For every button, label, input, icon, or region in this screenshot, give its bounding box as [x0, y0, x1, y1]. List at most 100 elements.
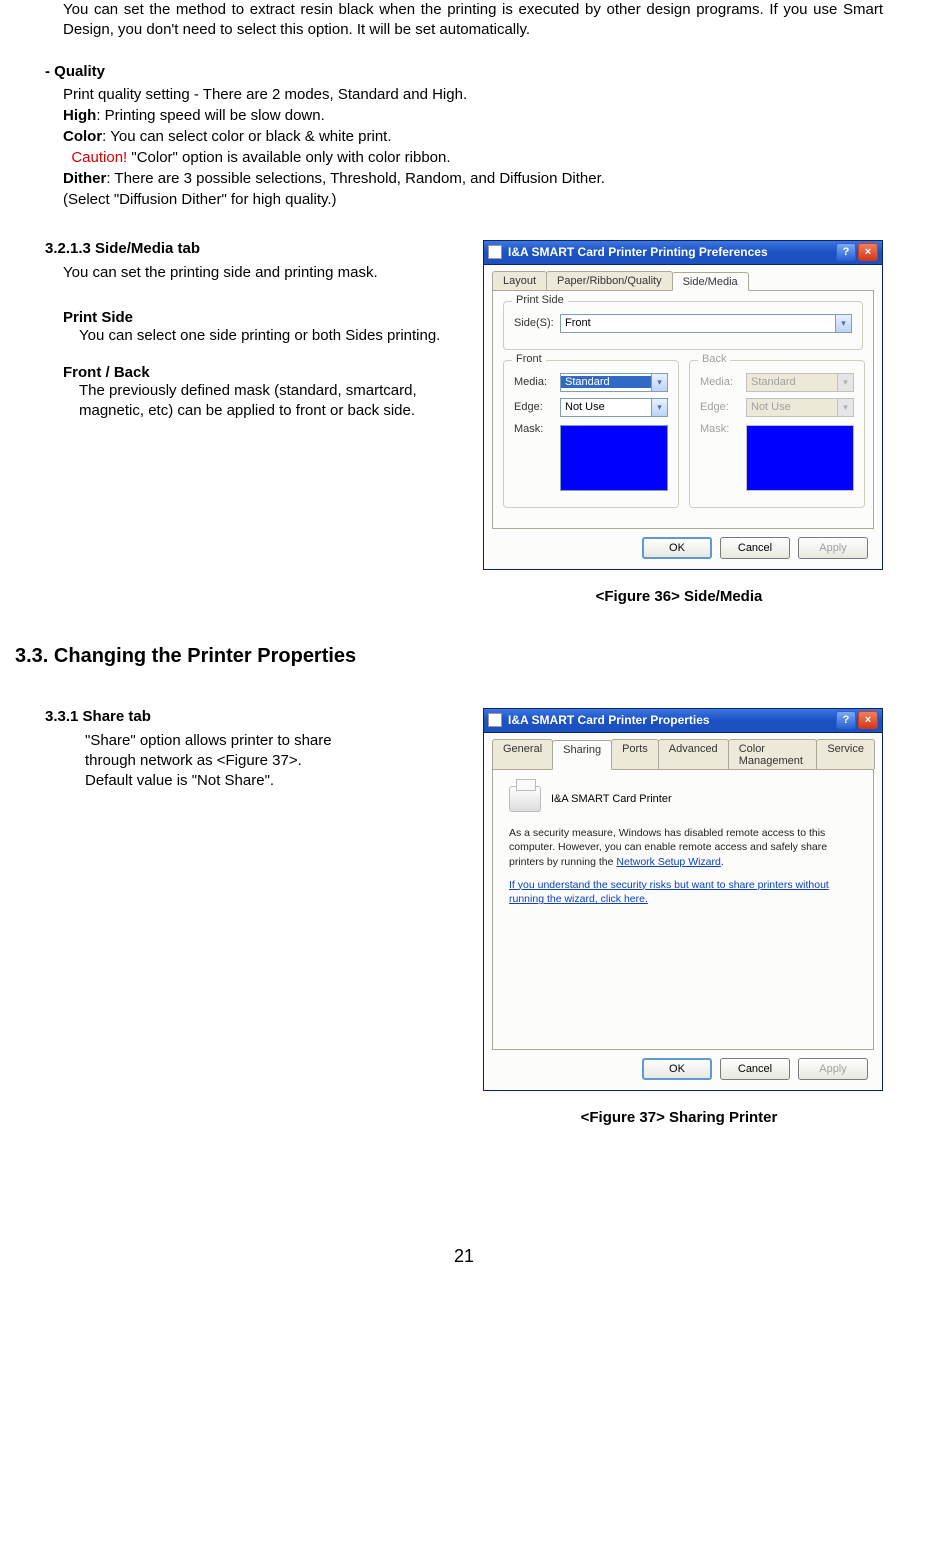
sharetab-line3: Default value is "Not Share". — [85, 772, 274, 789]
tab-service[interactable]: Service — [816, 739, 875, 769]
back-media-value: Standard — [747, 376, 837, 388]
dialog1-title: I&A SMART Card Printer Printing Preferen… — [508, 245, 834, 259]
dialog2-tabpage: I&A SMART Card Printer As a security mea… — [492, 770, 874, 1050]
printer-icon — [509, 786, 541, 812]
side-combo[interactable]: Front ▾ — [560, 314, 852, 333]
frontback-desc: The previously defined mask (standard, s… — [79, 381, 463, 422]
front-mask-label: Mask: — [514, 423, 560, 435]
sharetab-text-col: 3.3.1 Share tab "Share" option allows pr… — [45, 708, 463, 1091]
front-media-label: Media: — [514, 376, 560, 388]
back-media-label: Media: — [700, 376, 746, 388]
quality-caution: Caution! "Color" option is available onl… — [63, 147, 883, 168]
group-print-side: Print Side Side(S): Front ▾ — [503, 301, 863, 350]
tab-side-media[interactable]: Side/Media — [672, 272, 749, 291]
quality-line1: Print quality setting - There are 2 mode… — [63, 84, 883, 105]
chevron-down-icon: ▾ — [837, 374, 853, 391]
close-button[interactable]: × — [858, 243, 878, 261]
back-mask-preview — [746, 425, 854, 491]
back-edge-value: Not Use — [747, 401, 837, 413]
help-button[interactable]: ? — [836, 711, 856, 729]
printer-name-row: I&A SMART Card Printer — [509, 786, 863, 812]
quality-dither-label: Dither — [63, 170, 106, 187]
back-edge-label: Edge: — [700, 401, 746, 413]
sharetab-heading: 3.3.1 Share tab — [45, 708, 463, 725]
cancel-button[interactable]: Cancel — [720, 537, 790, 559]
group-front: Front Media: Standard ▾ Edge: — [503, 360, 679, 508]
group-front-label: Front — [512, 353, 546, 365]
printer-name-text: I&A SMART Card Printer — [551, 793, 672, 805]
front-media-value: Standard — [561, 376, 651, 388]
printside-desc: You can select one side printing or both… — [79, 326, 463, 346]
dialog2-button-row: OK Cancel Apply — [492, 1050, 874, 1082]
side-combo-value: Front — [561, 317, 835, 329]
close-button[interactable]: × — [858, 711, 878, 729]
chevron-down-icon: ▾ — [837, 399, 853, 416]
sharing-info-para2: If you understand the security risks but… — [509, 878, 857, 907]
cancel-button[interactable]: Cancel — [720, 1058, 790, 1080]
printer-icon — [488, 245, 502, 259]
figure36-caption: <Figure 36> Side/Media — [475, 588, 883, 605]
tab-general[interactable]: General — [492, 739, 553, 769]
ok-button[interactable]: OK — [642, 1058, 712, 1080]
sidemedia-heading: 3.2.1.3 Side/Media tab — [45, 240, 463, 257]
frontback-heading: Front / Back — [63, 364, 463, 381]
front-edge-label: Edge: — [514, 401, 560, 413]
quality-color-label: Color — [63, 128, 102, 145]
dialog2-body: General Sharing Ports Advanced Color Man… — [484, 733, 882, 1090]
tab-advanced[interactable]: Advanced — [658, 739, 729, 769]
help-button[interactable]: ? — [836, 243, 856, 261]
share-without-wizard-link[interactable]: If you understand the security risks but… — [509, 879, 829, 906]
caution-label: Caution! — [71, 149, 127, 166]
tab-color-management[interactable]: Color Management — [728, 739, 818, 769]
dialog1-tabstrip: Layout Paper/Ribbon/Quality Side/Media — [492, 271, 874, 291]
printing-preferences-dialog: I&A SMART Card Printer Printing Preferen… — [483, 240, 883, 570]
tab-ports[interactable]: Ports — [611, 739, 659, 769]
front-edge-combo[interactable]: Not Use ▾ — [560, 398, 668, 417]
dialog1-button-row: OK Cancel Apply — [492, 529, 874, 561]
section-3-3-heading: 3.3. Changing the Printer Properties — [15, 645, 883, 668]
chevron-down-icon: ▾ — [835, 315, 851, 332]
dialog1-col: I&A SMART Card Printer Printing Preferen… — [483, 240, 883, 570]
tab-sharing[interactable]: Sharing — [552, 740, 612, 770]
dialog1-tabpage: Print Side Side(S): Front ▾ Front — [492, 291, 874, 529]
sharing-info-para1: As a security measure, Windows has disab… — [509, 826, 857, 870]
group-print-side-label: Print Side — [512, 294, 568, 306]
dialog2-title: I&A SMART Card Printer Properties — [508, 713, 834, 727]
sidemedia-text-col: 3.2.1.3 Side/Media tab You can set the p… — [45, 240, 463, 570]
quality-block: Print quality setting - There are 2 mode… — [63, 84, 883, 210]
group-back: Back Media: Standard ▾ Edge: — [689, 360, 865, 508]
printside-heading: Print Side — [63, 309, 463, 326]
page-number: 21 — [45, 1246, 883, 1267]
chevron-down-icon: ▾ — [651, 399, 667, 416]
apply-button: Apply — [798, 1058, 868, 1080]
side-label: Side(S): — [514, 317, 560, 329]
tab-paper-ribbon-quality[interactable]: Paper/Ribbon/Quality — [546, 271, 673, 290]
quality-high: High: Printing speed will be slow down. — [63, 105, 883, 126]
quality-dither-rest: : There are 3 possible selections, Thres… — [106, 170, 605, 187]
front-media-combo[interactable]: Standard ▾ — [560, 373, 668, 392]
back-media-combo: Standard ▾ — [746, 373, 854, 392]
caution-rest: "Color" option is available only with co… — [127, 149, 450, 166]
printer-icon — [488, 713, 502, 727]
network-setup-wizard-link[interactable]: Network Setup Wizard — [616, 856, 720, 868]
figure37-caption: <Figure 37> Sharing Printer — [475, 1109, 883, 1126]
sharetab-desc: "Share" option allows printer to share t… — [85, 731, 463, 792]
dialog2-titlebar[interactable]: I&A SMART Card Printer Properties ? × — [484, 709, 882, 733]
dialog1-body: Layout Paper/Ribbon/Quality Side/Media P… — [484, 265, 882, 569]
quality-dither: Dither: There are 3 possible selections,… — [63, 168, 883, 189]
front-mask-preview[interactable] — [560, 425, 668, 491]
tab-layout[interactable]: Layout — [492, 271, 547, 290]
dialog2-tabstrip: General Sharing Ports Advanced Color Man… — [492, 739, 874, 770]
dialog1-titlebar[interactable]: I&A SMART Card Printer Printing Preferen… — [484, 241, 882, 265]
back-mask-label: Mask: — [700, 423, 746, 435]
sharetab-line1: "Share" option allows printer to share — [85, 732, 332, 749]
quality-color-rest: : You can select color or black & white … — [102, 128, 391, 145]
chevron-down-icon: ▾ — [651, 374, 667, 391]
quality-color: Color: You can select color or black & w… — [63, 126, 883, 147]
quality-high-label: High — [63, 107, 96, 124]
printer-properties-dialog: I&A SMART Card Printer Properties ? × Ge… — [483, 708, 883, 1091]
back-edge-combo: Not Use ▾ — [746, 398, 854, 417]
sharetab-line2: through network as <Figure 37>. — [85, 752, 302, 769]
ok-button[interactable]: OK — [642, 537, 712, 559]
quality-high-rest: : Printing speed will be slow down. — [96, 107, 324, 124]
